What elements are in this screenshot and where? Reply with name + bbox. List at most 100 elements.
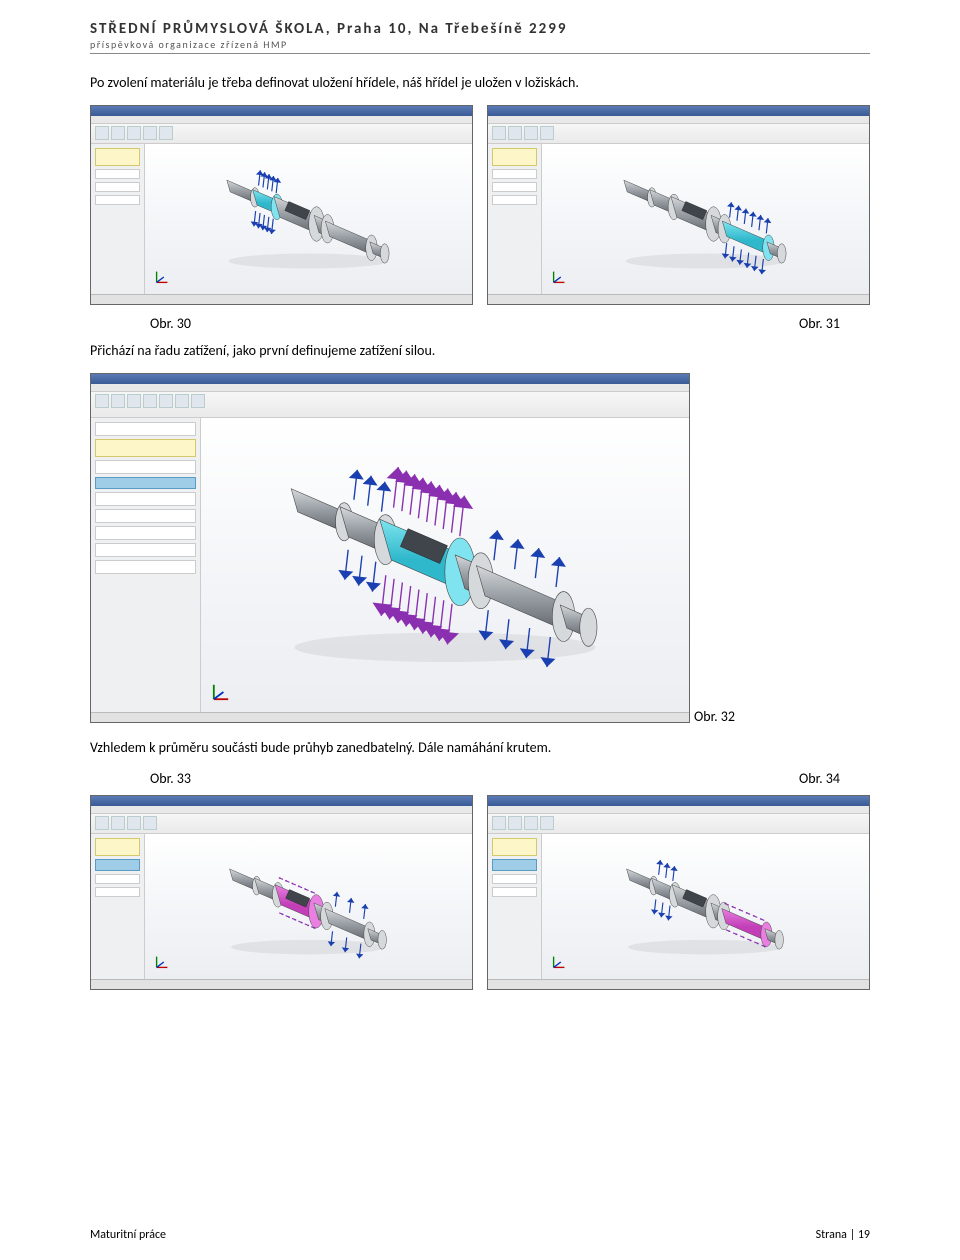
triad-icon	[153, 268, 171, 286]
ribbon-button[interactable]	[143, 816, 157, 830]
property-hint	[95, 148, 140, 166]
ribbon-button[interactable]	[143, 126, 157, 140]
ribbon-button[interactable]	[159, 394, 173, 408]
caption-33: Obr. 33	[150, 770, 191, 787]
status-bar	[91, 294, 472, 304]
tree-item[interactable]	[492, 195, 537, 205]
viewport[interactable]	[145, 144, 472, 294]
ribbon-button[interactable]	[127, 816, 141, 830]
footer-left: Maturitní práce	[90, 1228, 166, 1242]
app-titlebar	[91, 796, 472, 806]
tree-item[interactable]	[95, 182, 140, 192]
caption-32: Obr. 32	[694, 708, 735, 725]
triad-icon	[550, 268, 568, 286]
tree-item[interactable]	[492, 182, 537, 192]
ribbon-button[interactable]	[492, 126, 506, 140]
tree-item[interactable]	[492, 874, 537, 884]
ribbon-button[interactable]	[492, 816, 506, 830]
ribbon-button[interactable]	[127, 394, 141, 408]
paragraph-1: Po zvolení materiálu je třeba definovat …	[90, 74, 870, 91]
paragraph-2: Přichází na řadu zatížení, jako první de…	[90, 342, 870, 359]
tree-item[interactable]	[95, 509, 196, 523]
app-menubar	[91, 806, 472, 814]
property-hint	[95, 439, 196, 457]
app-ribbon	[91, 392, 689, 418]
triad-icon	[153, 953, 171, 971]
tree-item[interactable]	[95, 543, 196, 557]
tree-item[interactable]	[95, 195, 140, 205]
paragraph-3: Vzhledem k průměru součásti bude průhyb …	[90, 739, 870, 756]
ribbon-button[interactable]	[127, 126, 141, 140]
tree-item[interactable]	[95, 492, 196, 506]
caption-row-30-31: Obr. 30 Obr. 31	[90, 315, 870, 332]
ribbon-button[interactable]	[508, 126, 522, 140]
shaft-render	[227, 170, 389, 268]
tree-item[interactable]	[492, 887, 537, 897]
selected-face[interactable]	[95, 477, 196, 489]
tree-item[interactable]	[95, 560, 196, 574]
page-footer: Maturitní práce Strana | 19	[90, 1228, 870, 1242]
tree-item[interactable]	[95, 874, 140, 884]
app-titlebar	[488, 796, 869, 806]
shaft-render	[624, 180, 786, 274]
feature-tree-panel	[488, 834, 542, 979]
status-bar	[91, 979, 472, 989]
ribbon-button[interactable]	[524, 126, 538, 140]
ribbon-button[interactable]	[95, 816, 109, 830]
app-ribbon	[91, 814, 472, 834]
feature-tree-panel	[91, 144, 145, 294]
property-hint	[492, 148, 537, 166]
caption-31: Obr. 31	[799, 315, 840, 332]
ribbon-button[interactable]	[111, 816, 125, 830]
page-header: STŘEDNÍ PRŮMYSLOVÁ ŠKOLA, Praha 10, Na T…	[90, 20, 870, 54]
ribbon-button[interactable]	[191, 394, 205, 408]
selected-face[interactable]	[95, 859, 140, 871]
triad-icon	[550, 953, 568, 971]
ribbon-button[interactable]	[508, 816, 522, 830]
tree-item[interactable]	[95, 460, 196, 474]
ribbon-button[interactable]	[175, 394, 189, 408]
ribbon-button[interactable]	[95, 394, 109, 408]
viewport[interactable]	[542, 144, 869, 294]
app-ribbon	[488, 814, 869, 834]
ribbon-button[interactable]	[159, 126, 173, 140]
property-hint	[95, 838, 140, 856]
app-menubar	[488, 806, 869, 814]
tree-item[interactable]	[95, 887, 140, 897]
viewport[interactable]	[145, 834, 472, 979]
ribbon-button[interactable]	[95, 126, 109, 140]
shaft-render	[291, 467, 597, 667]
status-bar	[91, 712, 689, 722]
ribbon-button[interactable]	[540, 816, 554, 830]
ribbon-button[interactable]	[111, 126, 125, 140]
caption-34: Obr. 34	[799, 770, 840, 787]
selected-face[interactable]	[492, 859, 537, 871]
figure-33	[90, 795, 473, 990]
status-bar	[488, 979, 869, 989]
shaft-render	[230, 869, 387, 958]
ribbon-button[interactable]	[524, 816, 538, 830]
ribbon-button[interactable]	[143, 394, 157, 408]
app-titlebar	[91, 374, 689, 384]
status-bar	[488, 294, 869, 304]
app-titlebar	[488, 106, 869, 116]
figure-row-33-34	[90, 795, 870, 990]
app-menubar	[91, 116, 472, 124]
figure-32	[90, 373, 690, 723]
app-ribbon	[488, 124, 869, 144]
footer-right: Strana | 19	[816, 1228, 870, 1242]
feature-tree-panel	[488, 144, 542, 294]
figure-31	[487, 105, 870, 305]
viewport[interactable]	[542, 834, 869, 979]
app-menubar	[488, 116, 869, 124]
tree-item[interactable]	[95, 422, 196, 436]
feature-tree-panel	[91, 834, 145, 979]
ribbon-button[interactable]	[111, 394, 125, 408]
tree-item[interactable]	[95, 526, 196, 540]
ribbon-button[interactable]	[540, 126, 554, 140]
figure-34	[487, 795, 870, 990]
tree-item[interactable]	[492, 169, 537, 179]
tree-item[interactable]	[95, 169, 140, 179]
app-titlebar	[91, 106, 472, 116]
viewport[interactable]	[201, 418, 689, 712]
